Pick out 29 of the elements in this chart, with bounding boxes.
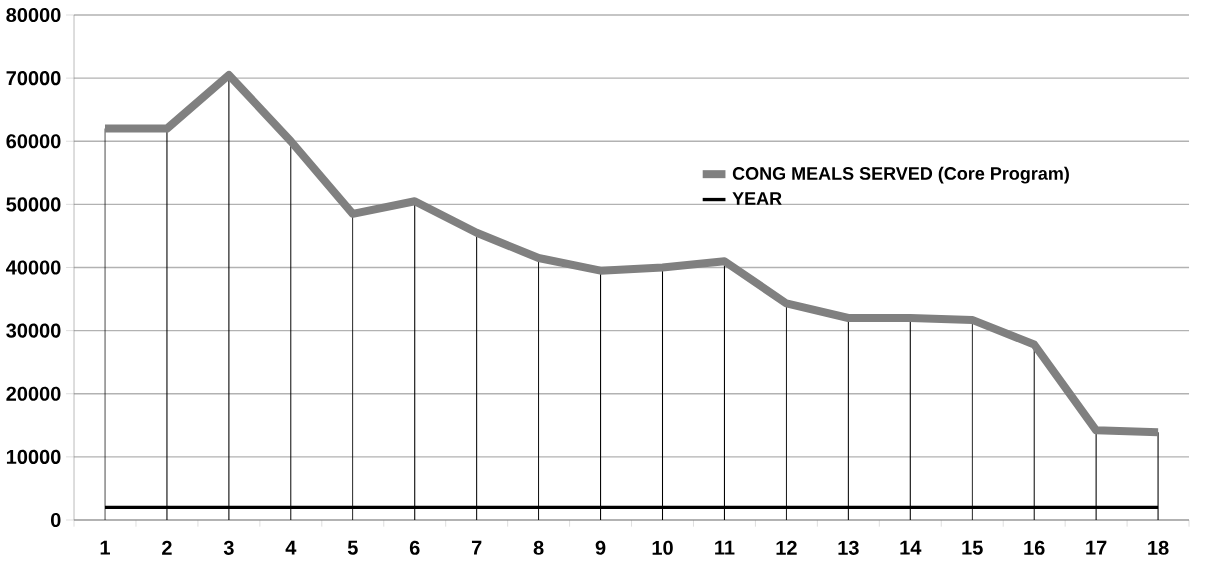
- x-tick-label: 5: [347, 540, 358, 555]
- y-tick-label: 0: [50, 512, 61, 528]
- y-tick-label: 60000: [6, 134, 61, 149]
- legend-label: YEAR: [732, 192, 782, 205]
- x-tick-label: 18: [1148, 540, 1169, 555]
- x-tick-label: 8: [533, 540, 544, 555]
- y-tick-label: 70000: [6, 71, 61, 86]
- y-tick-label: 40000: [6, 260, 61, 275]
- x-tick-label: 15: [962, 540, 983, 555]
- x-tick-label: 17: [1086, 540, 1107, 555]
- x-tick-label: 4: [285, 540, 297, 555]
- x-tick-label: 6: [409, 540, 420, 555]
- y-tick-label: 30000: [6, 323, 61, 338]
- x-tick-label: 2: [162, 540, 172, 555]
- y-tick-label: 10000: [6, 449, 61, 464]
- x-tick-label: 11: [715, 540, 735, 555]
- y-tick-label: 20000: [6, 386, 61, 401]
- x-tick-label: 14: [900, 540, 922, 555]
- x-tick-label: 9: [595, 540, 606, 555]
- y-tick-label: 80000: [6, 7, 61, 23]
- legend-label: CONG MEALS SERVED (Core Program): [732, 166, 1069, 184]
- x-tick-label: 1: [100, 540, 110, 555]
- x-tick-label: 10: [652, 540, 673, 555]
- x-tick-label: 16: [1024, 540, 1045, 555]
- x-tick-label: 3: [223, 540, 234, 555]
- x-tick-label: 7: [471, 540, 482, 555]
- x-tick-label: 12: [776, 540, 797, 555]
- x-tick-label: 13: [838, 540, 859, 555]
- y-tick-label: 50000: [6, 197, 61, 212]
